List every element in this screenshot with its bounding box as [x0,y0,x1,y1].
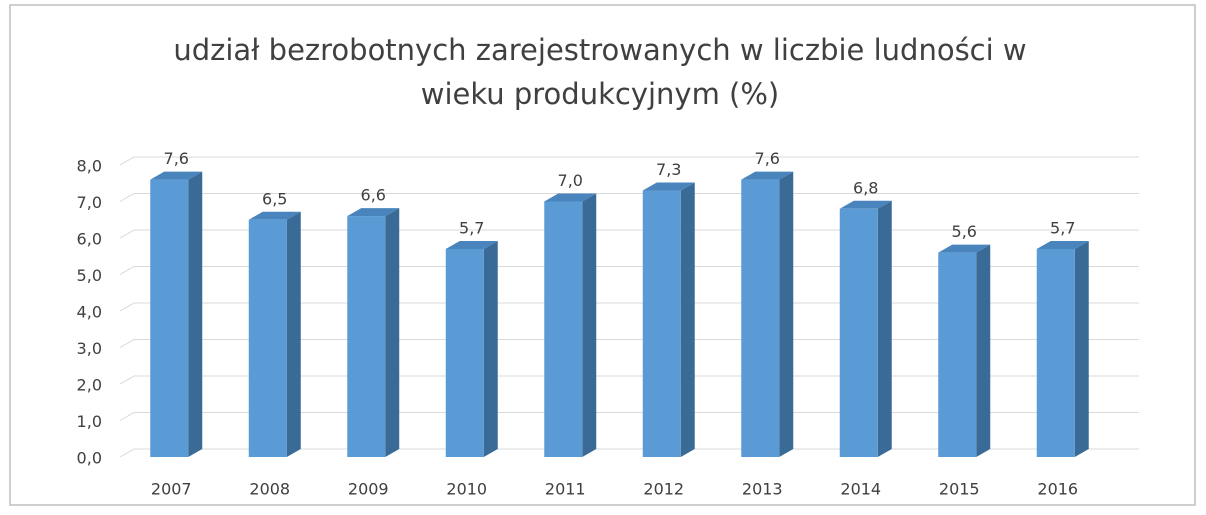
x-tick-label: 2011 [545,480,586,499]
bar [248,219,287,457]
data-label: 6,8 [853,178,878,197]
bar-top [150,171,203,180]
chart-title: udział bezrobotnych zarejestrowanych w l… [173,33,1026,67]
grid-line-depth [119,193,135,202]
data-label: 5,7 [459,218,484,237]
bar-side [779,171,794,457]
bar [445,248,484,457]
data-label: 7,0 [558,171,583,190]
y-tick-label: 7,0 [77,193,102,212]
bar [839,208,878,457]
bar [347,216,386,457]
bar-side [483,240,498,457]
bar [1036,248,1075,457]
bar-side [582,193,597,457]
bar-top [741,171,794,180]
y-tick-label: 8,0 [77,157,102,176]
data-label: 6,6 [361,186,386,205]
x-tick-label: 2015 [939,480,980,499]
x-tick-label: 2013 [742,480,783,499]
bar-side [1074,240,1089,457]
grid-line-depth [119,412,135,421]
y-tick-label: 5,0 [77,266,102,285]
y-tick-label: 3,0 [77,339,102,358]
grid-line-depth [119,266,135,275]
bar-side [385,208,400,457]
grid-line-depth [119,229,135,239]
y-tick-label: 1,0 [77,412,102,431]
x-tick-label: 2012 [643,480,684,499]
data-label: 7,6 [755,149,780,168]
grid-line-depth [119,302,135,312]
data-label: 5,6 [952,222,977,241]
x-tick-label: 2016 [1037,480,1078,499]
bar [938,252,977,457]
bar-top [1036,240,1089,249]
bar-top [347,208,400,217]
x-tick-label: 2009 [348,480,389,499]
x-tick-label: 2010 [446,480,487,499]
x-tick-label: 2007 [151,480,192,499]
bar-top [938,244,991,253]
bar [544,201,583,457]
bar-side [877,200,892,458]
bar [741,179,780,457]
bar-side [680,182,695,458]
grid-line-depth [119,156,135,166]
x-tick-label: 2014 [840,480,881,499]
chart-frame [9,4,1196,506]
data-label: 6,5 [262,189,287,208]
bar [150,179,189,457]
y-tick-label: 4,0 [77,303,102,322]
y-tick-label: 2,0 [77,376,102,395]
grid-line-depth [119,448,135,458]
bar-top [445,240,498,249]
y-tick-label: 0,0 [77,449,102,468]
bar-top [642,182,695,191]
chart-title: wieku produkcyjnym (%) [421,77,780,111]
data-label: 7,3 [656,160,681,179]
bar-top [544,193,597,202]
bar-side [188,171,203,457]
grid-line-depth [119,375,135,385]
bar-side [976,244,991,457]
x-tick-label: 2008 [249,480,290,499]
data-label: 7,6 [164,149,189,168]
bar-top [248,211,301,220]
y-tick-label: 6,0 [77,230,102,249]
data-label: 5,7 [1050,218,1075,237]
grid-line-depth [119,339,135,348]
bar-side [286,211,301,457]
bar-top [839,200,892,209]
bar [642,190,681,458]
